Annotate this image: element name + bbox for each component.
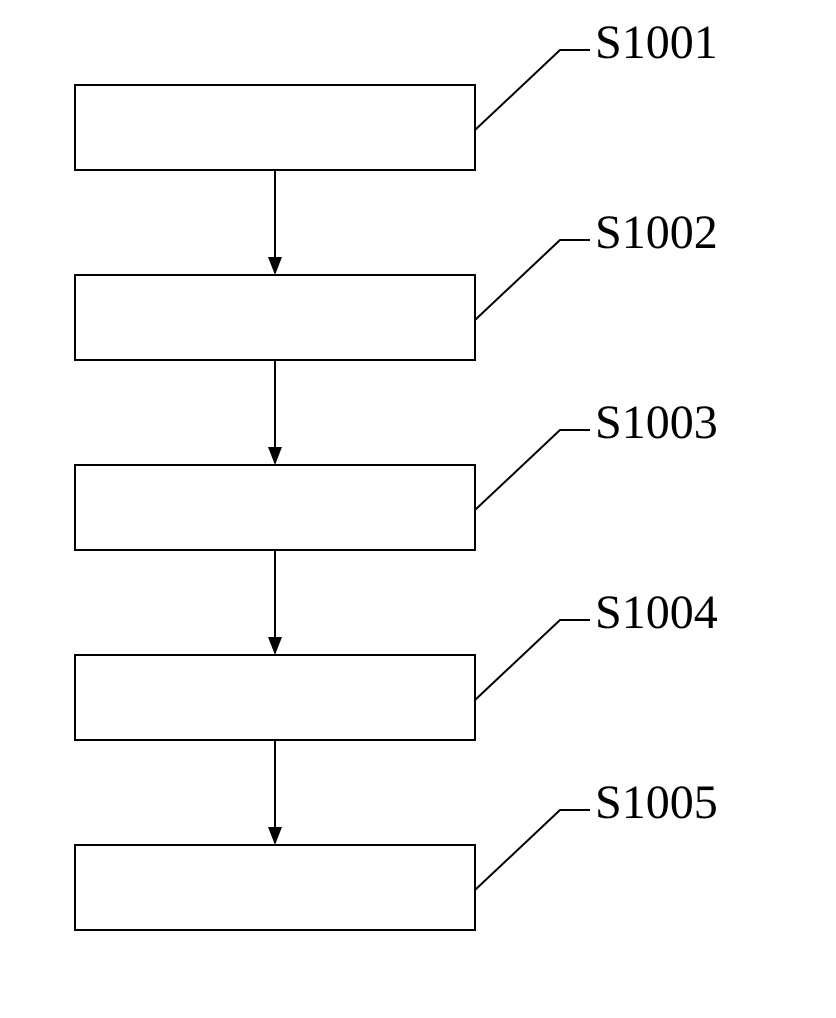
leader-line xyxy=(475,50,590,130)
step-label: S1003 xyxy=(595,395,718,450)
step-label: S1004 xyxy=(595,585,718,640)
leader-line xyxy=(475,620,590,700)
flowchart-box xyxy=(75,845,475,930)
flowchart-diagram: S1001 S1002 S1003 S1004 S1005 xyxy=(0,0,836,1018)
step-label: S1005 xyxy=(595,775,718,830)
step-label: S1001 xyxy=(595,15,718,70)
flowchart-box xyxy=(75,275,475,360)
flowchart-svg xyxy=(0,0,836,1018)
step-label: S1002 xyxy=(595,205,718,260)
flowchart-box xyxy=(75,465,475,550)
leader-line xyxy=(475,430,590,510)
leader-line xyxy=(475,240,590,320)
leader-line xyxy=(475,810,590,890)
flowchart-box xyxy=(75,655,475,740)
flowchart-box xyxy=(75,85,475,170)
